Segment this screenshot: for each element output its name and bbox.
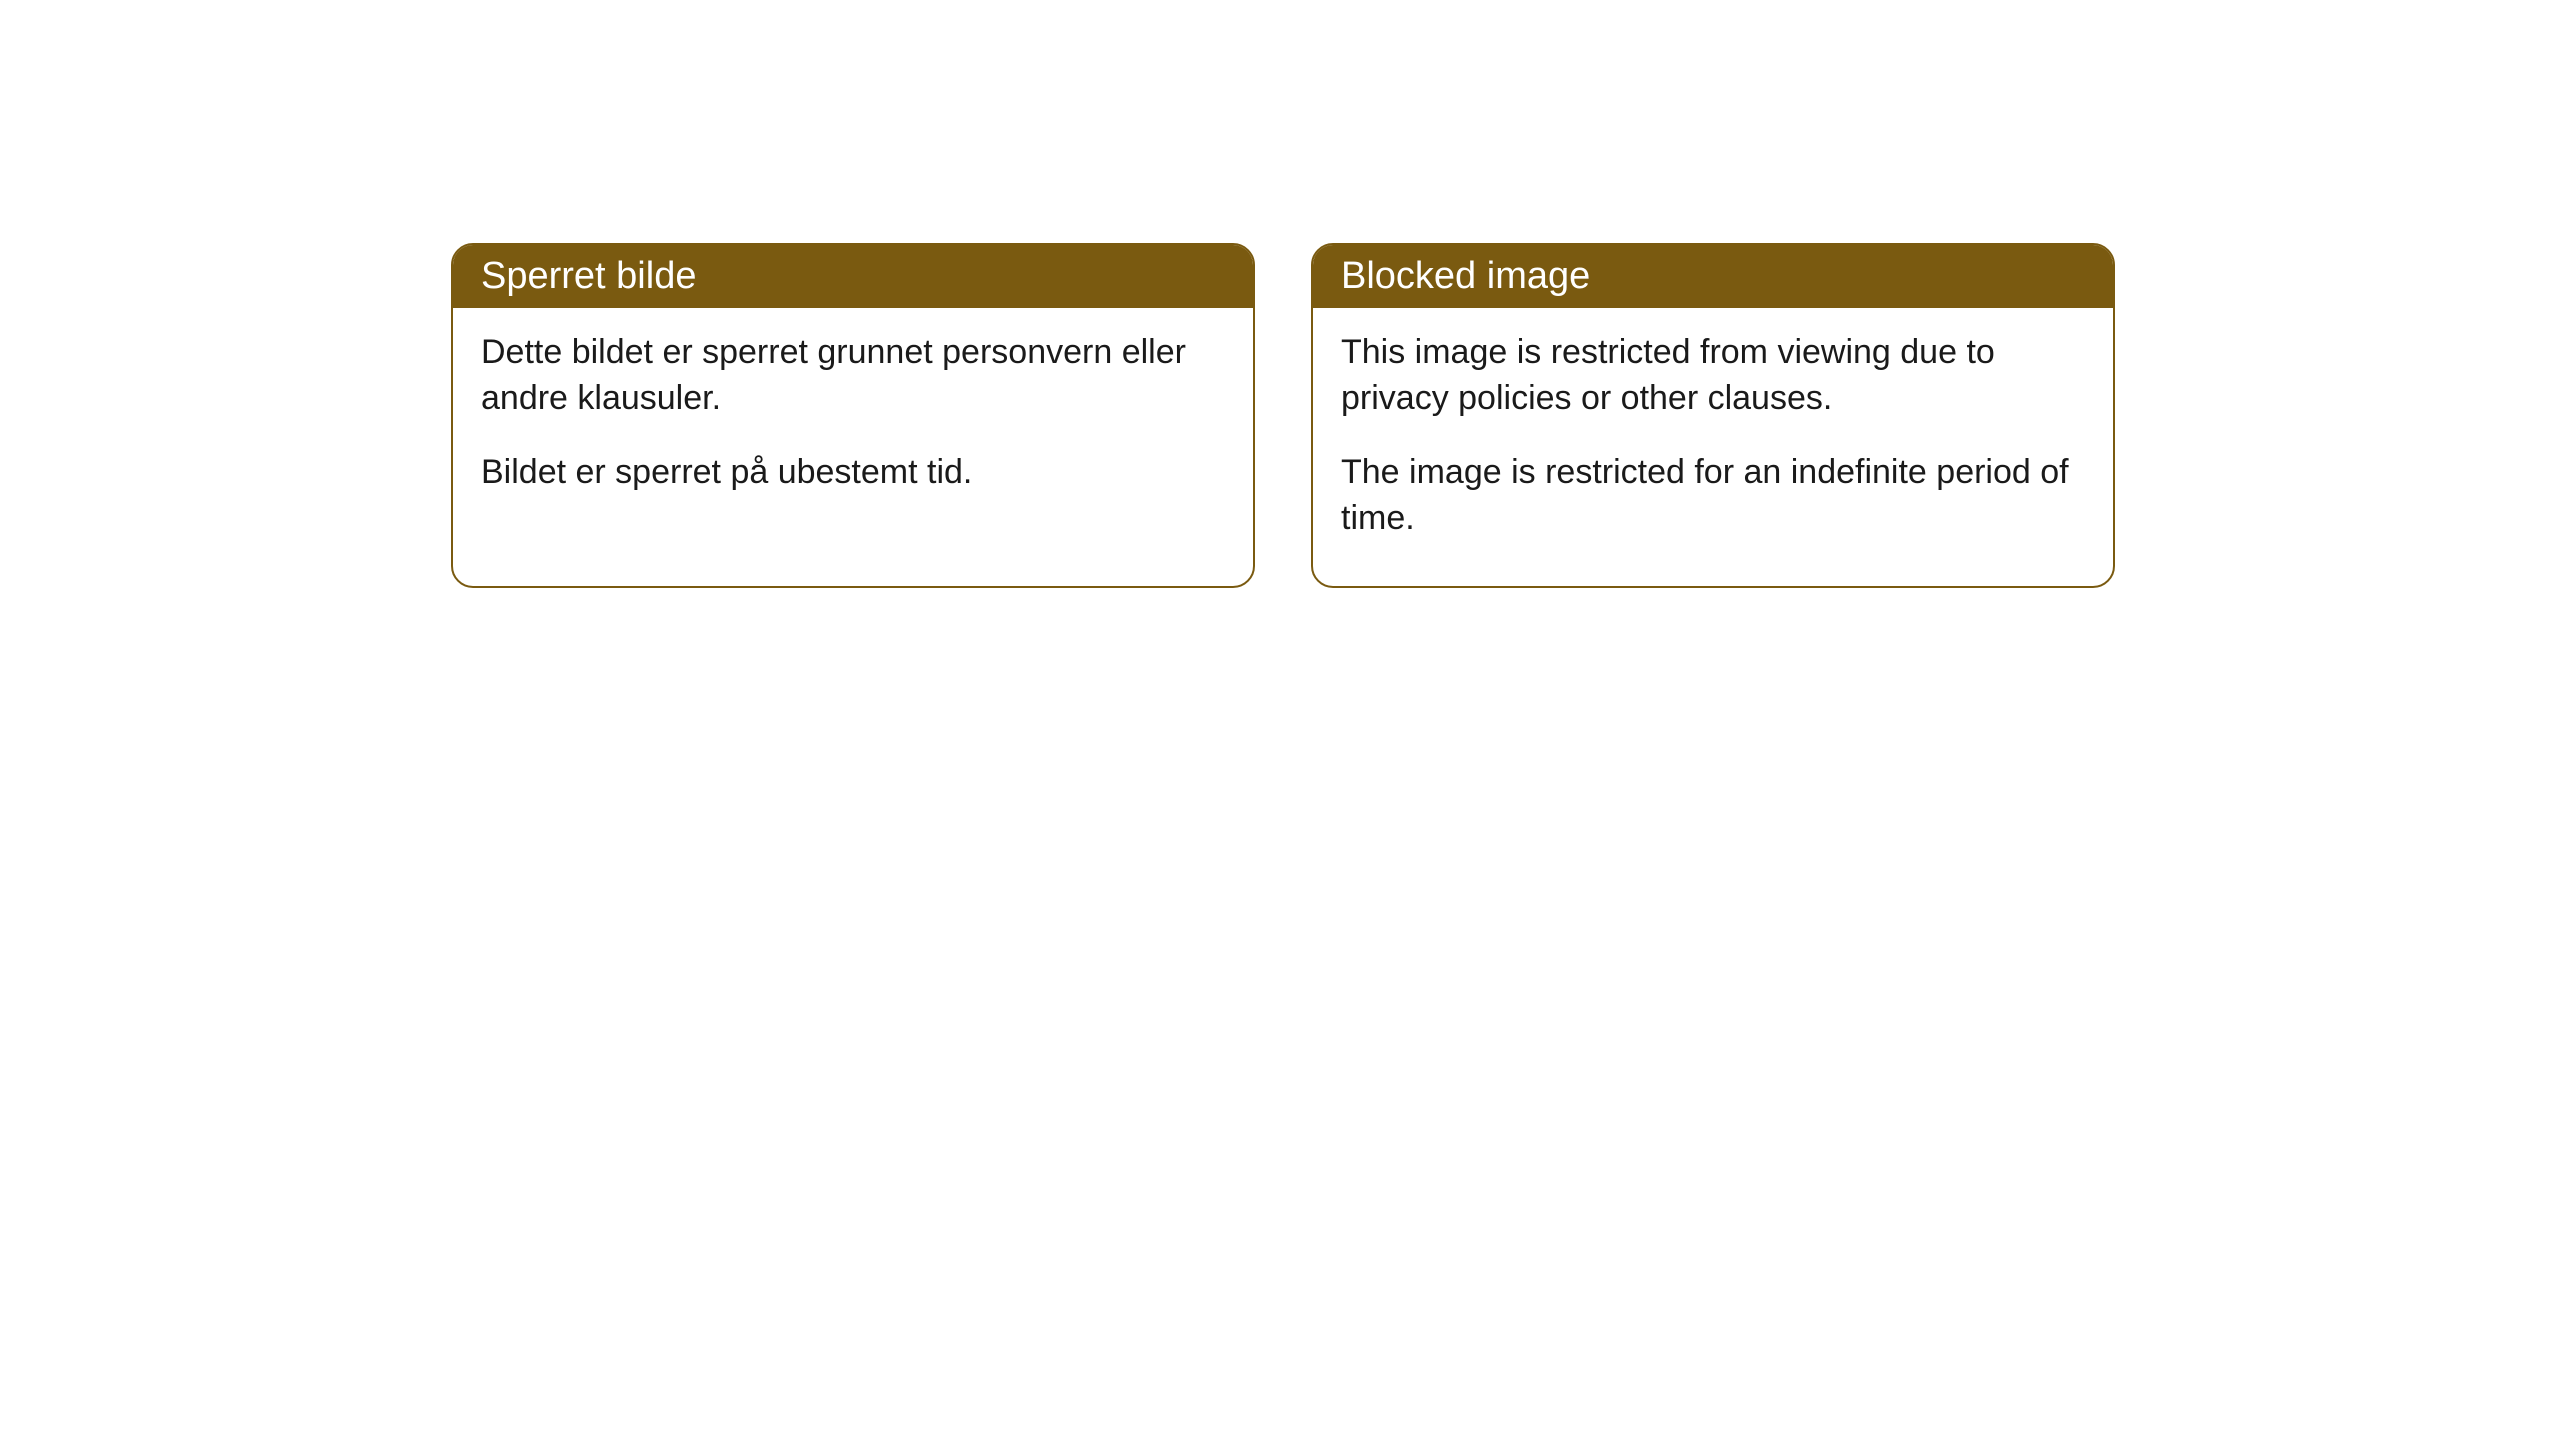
card-body-paragraph: This image is restricted from viewing du… <box>1341 330 2085 422</box>
card-header: Sperret bilde <box>453 245 1253 308</box>
card-body: Dette bildet er sperret grunnet personve… <box>453 308 1253 540</box>
notice-card-english: Blocked image This image is restricted f… <box>1311 243 2115 588</box>
card-body-paragraph: Dette bildet er sperret grunnet personve… <box>481 330 1225 422</box>
notice-card-norwegian: Sperret bilde Dette bildet er sperret gr… <box>451 243 1255 588</box>
card-body: This image is restricted from viewing du… <box>1313 308 2113 586</box>
card-header: Blocked image <box>1313 245 2113 308</box>
notice-cards-container: Sperret bilde Dette bildet er sperret gr… <box>451 243 2115 588</box>
card-title: Sperret bilde <box>481 255 696 297</box>
card-body-paragraph: Bildet er sperret på ubestemt tid. <box>481 450 1225 496</box>
card-body-paragraph: The image is restricted for an indefinit… <box>1341 450 2085 542</box>
card-title: Blocked image <box>1341 255 1590 297</box>
